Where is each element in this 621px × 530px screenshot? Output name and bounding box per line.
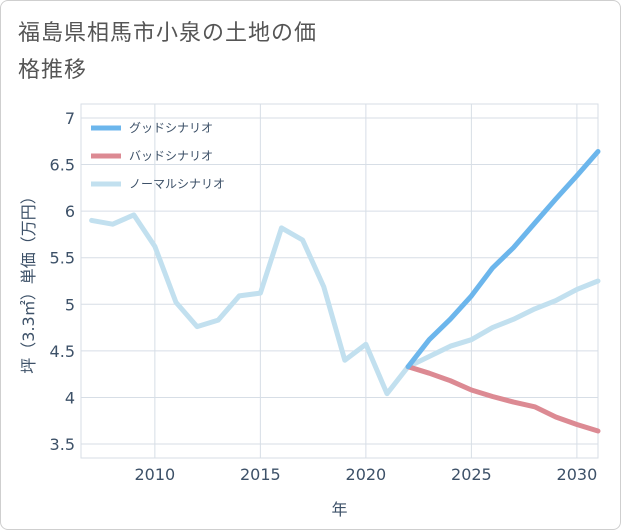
y-tick-label: 3.5 (50, 435, 75, 454)
y-tick-label: 4 (65, 388, 75, 407)
tick-labels: 3.5 4 4.5 5 5.5 6 6.5 7 2010 2015 2020 2025 2030 (50, 109, 598, 484)
y-tick-label: 4.5 (50, 342, 75, 361)
y-tick-label: 5.5 (50, 249, 75, 268)
x-tick-label: 2025 (451, 465, 492, 484)
x-tick-label: 2020 (346, 465, 387, 484)
legend-label: ノーマルシナリオ (129, 177, 225, 191)
y-tick-label: 6 (65, 202, 75, 221)
legend-label: グッドシナリオ (129, 121, 213, 135)
y-tick-label: 7 (65, 109, 75, 128)
y-axis-title: 坪（3.3㎡）単価（万円） (19, 188, 38, 373)
series-line-0 (405, 149, 601, 370)
series-line-1 (405, 364, 601, 434)
grid-lines (80, 103, 599, 459)
x-tick-label: 2030 (557, 465, 598, 484)
series-line-2 (89, 212, 601, 397)
x-tick-label: 2015 (240, 465, 281, 484)
y-tick-label: 5 (65, 295, 75, 314)
x-axis-title: 年 (331, 500, 347, 519)
legend-label: バッドシナリオ (129, 149, 213, 163)
chart-title: 福島県相馬市小泉の土地の価格推移 (18, 21, 318, 83)
series-lines (89, 149, 601, 434)
y-tick-label: 6.5 (50, 156, 75, 175)
x-tick-label: 2010 (134, 465, 175, 484)
